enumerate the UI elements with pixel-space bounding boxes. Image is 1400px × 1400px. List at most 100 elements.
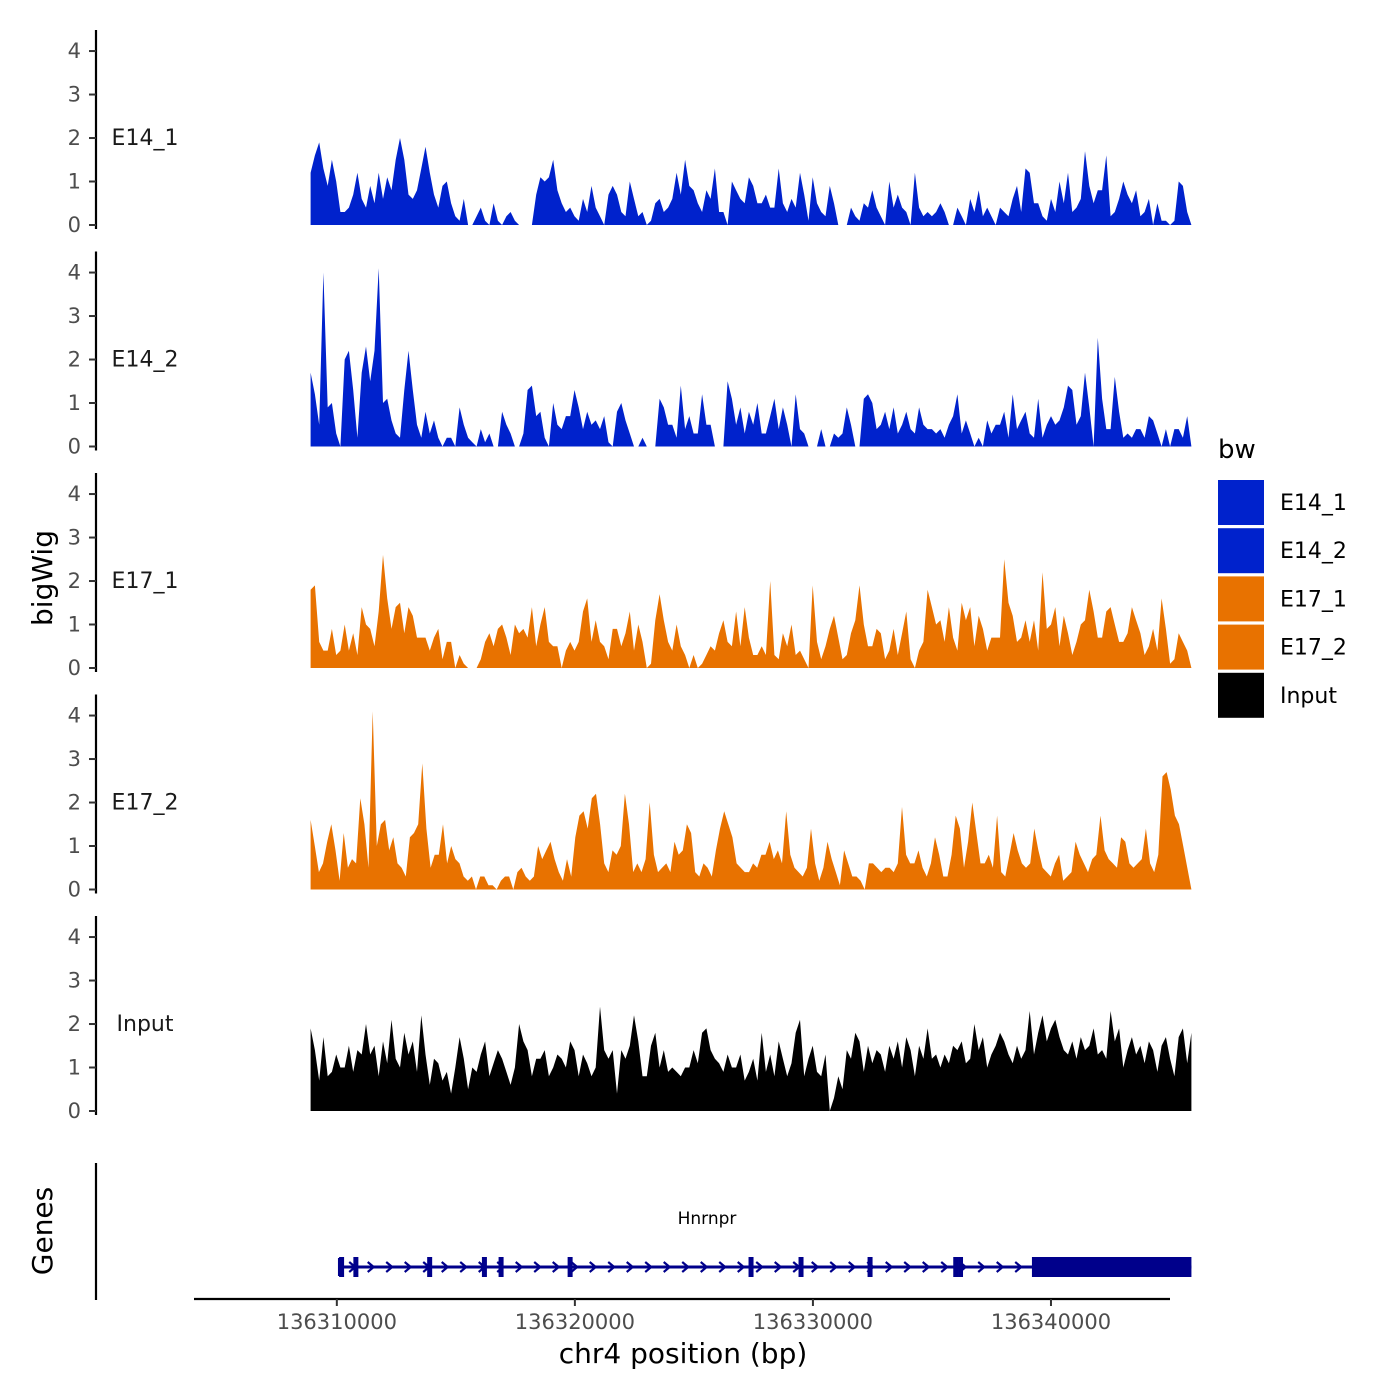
strand-arrow: [552, 1261, 561, 1273]
strand-arrow: [848, 1261, 857, 1273]
y-tick-label: 1: [68, 170, 81, 194]
strand-arrow: [404, 1261, 413, 1273]
y-tick-label: 3: [68, 83, 81, 107]
legend-swatch-e17_1: [1218, 576, 1264, 622]
signal-area-e14_2: [310, 268, 1192, 447]
legend-swatch-input: [1218, 672, 1264, 718]
strand-arrow: [977, 1261, 986, 1273]
gene-exon: [567, 1257, 573, 1277]
strand-arrow: [996, 1261, 1005, 1273]
y-tick-label: 4: [68, 482, 81, 506]
strand-arrow: [441, 1261, 450, 1273]
gene-name-label: Hnrnpr: [678, 1209, 737, 1229]
strand-arrow: [700, 1261, 709, 1273]
legend-label-input: Input: [1280, 684, 1337, 709]
strand-arrow: [644, 1261, 653, 1273]
y-tick-label: 2: [68, 791, 81, 815]
strand-arrow: [1014, 1261, 1023, 1273]
legend-label-e17_2: E17_2: [1280, 636, 1347, 661]
y-tick-label: 1: [68, 834, 81, 858]
x-tick-label: 136310000: [277, 1310, 397, 1334]
gene-exon: [498, 1257, 504, 1277]
gene-exon: [481, 1257, 487, 1277]
signal-area-e17_1: [310, 554, 1192, 668]
y-tick-label: 0: [68, 878, 81, 902]
strand-arrow: [367, 1261, 376, 1273]
gene-exon: [353, 1257, 359, 1277]
track-label: E17_2: [112, 791, 179, 816]
gene-exon: [953, 1257, 959, 1277]
track-e17_1: 0 1 2 3 4 E17_1: [68, 473, 1192, 680]
strand-arrow: [459, 1261, 468, 1273]
y-axis-title: bigWig: [26, 530, 59, 626]
strand-arrow: [774, 1261, 783, 1273]
gene-terminal-exon: [1031, 1257, 1192, 1277]
legend-title: bw: [1218, 435, 1256, 465]
strand-arrow: [663, 1261, 672, 1273]
y-tick-label: 1: [68, 1056, 81, 1080]
y-tick-label: 0: [68, 213, 81, 237]
y-tick-label: 3: [68, 304, 81, 328]
legend-label-e14_2: E14_2: [1280, 539, 1347, 564]
strand-arrow: [626, 1261, 635, 1273]
strand-arrow: [681, 1261, 690, 1273]
legend-swatch-e14_2: [1218, 528, 1264, 574]
legend-label-e17_1: E17_1: [1280, 587, 1347, 612]
y-tick-label: 4: [68, 925, 81, 949]
track-e14_1: 0 1 2 3 4 E14_1: [68, 30, 1192, 237]
gene-exon: [867, 1257, 873, 1277]
y-tick-label: 2: [68, 569, 81, 593]
y-tick-label: 4: [68, 261, 81, 285]
y-tick-label: 0: [68, 435, 81, 459]
x-tick-label: 136320000: [515, 1310, 635, 1334]
strand-arrow: [903, 1261, 912, 1273]
track-e14_2: 0 1 2 3 4 E14_2: [68, 251, 1192, 459]
gene-exon: [958, 1257, 964, 1277]
gene-track-title: Genes: [26, 1187, 59, 1275]
x-tick-label: 136330000: [753, 1310, 873, 1334]
legend-label-e14_1: E14_1: [1280, 491, 1347, 516]
track-label: E17_1: [112, 569, 179, 594]
y-tick-label: 2: [68, 1012, 81, 1036]
track-input: 0 1 2 3 4 Input: [68, 916, 1192, 1123]
signal-area-input: [310, 1006, 1192, 1111]
signal-tracks: 0 1 2 3 4 E14_1 0 1 2 3 4 E14_2 0 1 2 3 4 E17_1 0 1 2 3 4 E17_2…: [68, 30, 1192, 1123]
gene-exon: [427, 1257, 433, 1277]
strand-arrow: [515, 1261, 524, 1273]
signal-area-e17_2: [310, 711, 1192, 890]
track-label: E14_2: [112, 348, 179, 373]
legend-swatch-e17_2: [1218, 624, 1264, 670]
gene-exon: [798, 1257, 804, 1277]
track-label: E14_1: [112, 126, 179, 151]
x-axis: 136310000 136320000 136330000 136340000: [194, 1297, 1170, 1334]
y-tick-label: 3: [68, 969, 81, 993]
y-tick-label: 4: [68, 39, 81, 63]
legend-swatch-e14_1: [1218, 480, 1264, 525]
y-tick-label: 2: [68, 348, 81, 372]
y-tick-label: 1: [68, 391, 81, 415]
track-label: Input: [117, 1012, 174, 1037]
strand-arrow: [533, 1261, 542, 1273]
strand-arrow: [885, 1261, 894, 1273]
strand-arrow: [940, 1261, 949, 1273]
y-tick-label: 0: [68, 656, 81, 680]
y-tick-label: 3: [68, 526, 81, 550]
gene-exon: [339, 1257, 345, 1277]
x-tick-label: 136340000: [991, 1310, 1111, 1334]
strand-arrow: [737, 1261, 746, 1273]
strand-arrow: [922, 1261, 931, 1273]
strand-arrow: [385, 1261, 394, 1273]
legend: bw E14_1 E14_2 E17_1 E17_2 Input: [1218, 435, 1347, 718]
y-tick-label: 1: [68, 613, 81, 637]
y-tick-label: 3: [68, 747, 81, 771]
strand-arrow: [718, 1261, 727, 1273]
strand-arrow: [607, 1261, 616, 1273]
strand-arrow: [589, 1261, 598, 1273]
track-e17_2: 0 1 2 3 4 E17_2: [68, 694, 1192, 902]
strand-arrow: [755, 1261, 764, 1273]
strand-arrow: [829, 1261, 838, 1273]
signal-area-e14_1: [310, 138, 1192, 225]
y-tick-label: 0: [68, 1099, 81, 1123]
x-axis-title: chr4 position (bp): [559, 1337, 808, 1370]
